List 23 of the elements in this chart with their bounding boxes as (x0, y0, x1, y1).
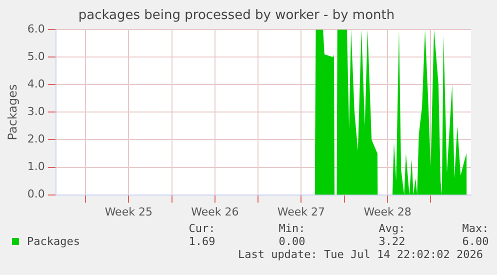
text: Cur: (188, 222, 216, 235)
text: 1.69 (188, 235, 216, 248)
text: Max: (461, 222, 490, 235)
legend-label: Packages (27, 235, 80, 248)
x-tick-label: Week 25 (104, 205, 152, 218)
y-tick-label: 4.0 (27, 78, 45, 91)
y-tick-label: 3.0 (27, 105, 45, 118)
text: Avg: (378, 222, 406, 235)
y-tick-label: 6.0 (27, 22, 45, 36)
x-tick-label: Week 28 (364, 205, 412, 218)
text: 6.00 (461, 235, 490, 248)
y-tick-label: 2.0 (27, 132, 45, 146)
x-tick-label: Week 26 (191, 205, 239, 218)
text: Last update: Tue Jul 14 22:02:02 2026 (236, 248, 484, 261)
y-tick-label: 5.0 (27, 50, 45, 63)
text: 0.00 (278, 235, 306, 248)
y-tick-label: 1.0 (27, 160, 45, 174)
chart-title: packages being processed by worker - by month (78, 8, 395, 24)
y-tick-label: 0.0 (27, 188, 45, 201)
y-axis-title: Packages (5, 84, 20, 140)
x-tick-label: Week 27 (277, 205, 326, 218)
text: 3.22 (378, 235, 406, 248)
text: Min: (278, 222, 306, 235)
